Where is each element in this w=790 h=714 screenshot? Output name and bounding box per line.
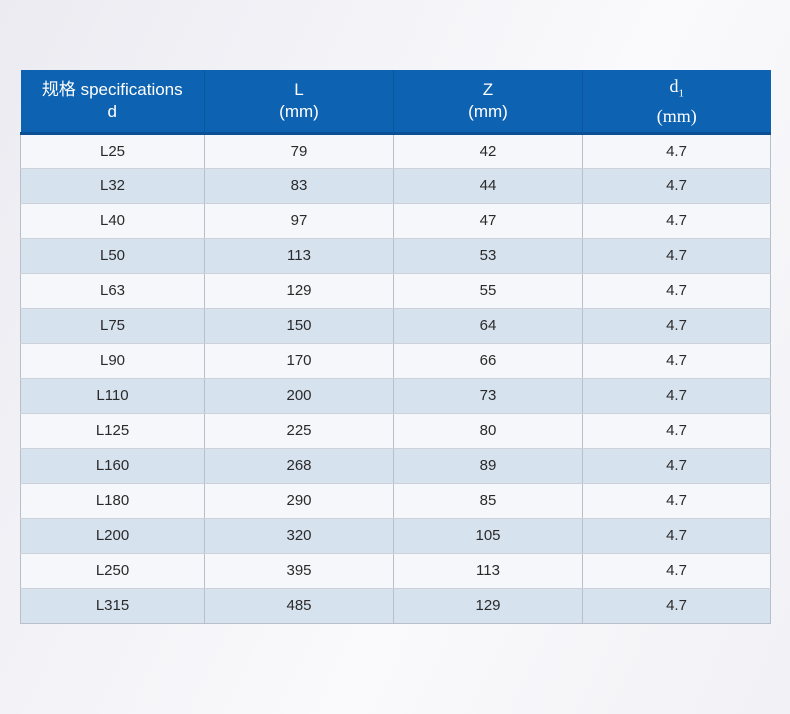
cell-Z: 44 — [393, 168, 583, 204]
col-header-L-line2: (mm) — [279, 101, 319, 121]
cell-d1: 4.7 — [582, 203, 771, 239]
cell-Z: 66 — [393, 343, 583, 379]
col-header-d1: d1 (mm) — [582, 70, 771, 135]
col-header-spec-line2: d — [107, 101, 117, 121]
table-row: L180 290 85 4.7 — [20, 483, 771, 519]
cell-L: 83 — [204, 168, 394, 204]
col-header-d1-symbol: d — [669, 75, 679, 96]
table-row: L110 200 73 4.7 — [20, 378, 771, 414]
table-row: L160 268 89 4.7 — [20, 448, 771, 484]
cell-spec: L110 — [20, 378, 205, 414]
cell-spec: L40 — [20, 203, 205, 239]
table-row: L90 170 66 4.7 — [20, 343, 771, 379]
cell-Z: 73 — [393, 378, 583, 414]
table-row: L250 395 113 4.7 — [20, 553, 771, 589]
cell-spec: L315 — [20, 588, 205, 624]
cell-L: 268 — [204, 448, 394, 484]
cell-d1: 4.7 — [582, 273, 771, 309]
cell-spec: L63 — [20, 273, 205, 309]
cell-spec: L160 — [20, 448, 205, 484]
col-header-d1-line1: d1 — [583, 75, 771, 105]
col-header-L: L (mm) — [204, 70, 394, 135]
cell-d1: 4.7 — [582, 553, 771, 589]
cell-d1: 4.7 — [582, 168, 771, 204]
cell-d1: 4.7 — [582, 238, 771, 274]
cell-Z: 113 — [393, 553, 583, 589]
header-row: 规格 specifications d L (mm) Z (mm) d1 (mm… — [20, 70, 771, 135]
table-row: L50 113 53 4.7 — [20, 238, 771, 274]
table-row: L75 150 64 4.7 — [20, 308, 771, 344]
cell-Z: 80 — [393, 413, 583, 449]
col-header-Z-line1: Z — [482, 79, 494, 99]
cell-Z: 64 — [393, 308, 583, 344]
cell-d1: 4.7 — [582, 448, 771, 484]
table-body: L25 79 42 4.7 L32 83 44 4.7 L40 97 47 4.7 L50 113 53 4.… — [20, 133, 771, 624]
cell-d1: 4.7 — [582, 308, 771, 344]
cell-L: 129 — [204, 273, 394, 309]
cell-L: 150 — [204, 308, 394, 344]
cell-L: 97 — [204, 203, 394, 239]
cell-L: 485 — [204, 588, 394, 624]
table-row: L40 97 47 4.7 — [20, 203, 771, 239]
table-row: L200 320 105 4.7 — [20, 518, 771, 554]
cell-d1: 4.7 — [582, 483, 771, 519]
col-header-d1-line2: (mm) — [656, 105, 697, 126]
cell-d1: 4.7 — [582, 413, 771, 449]
cell-d1: 4.7 — [582, 518, 771, 554]
table-row: L125 225 80 4.7 — [20, 413, 771, 449]
cell-spec: L25 — [20, 133, 205, 169]
cell-spec: L32 — [20, 168, 205, 204]
cell-Z: 55 — [393, 273, 583, 309]
cell-spec: L200 — [20, 518, 205, 554]
cell-Z: 53 — [393, 238, 583, 274]
cell-d1: 4.7 — [582, 343, 771, 379]
cell-d1: 4.7 — [582, 378, 771, 414]
cell-Z: 42 — [393, 133, 583, 169]
cell-d1: 4.7 — [582, 133, 771, 169]
cell-L: 395 — [204, 553, 394, 589]
cell-L: 290 — [204, 483, 394, 519]
cell-spec: L125 — [20, 413, 205, 449]
col-header-Z: Z (mm) — [393, 70, 583, 135]
table-row: L32 83 44 4.7 — [20, 168, 771, 204]
cell-d1: 4.7 — [582, 588, 771, 624]
col-header-L-line1: L — [294, 79, 304, 99]
cell-L: 170 — [204, 343, 394, 379]
cell-Z: 85 — [393, 483, 583, 519]
table-row: L63 129 55 4.7 — [20, 273, 771, 309]
table-row: L25 79 42 4.7 — [20, 133, 771, 169]
cell-spec: L75 — [20, 308, 205, 344]
cell-spec: L90 — [20, 343, 205, 379]
col-header-d1-subscript: 1 — [678, 87, 685, 100]
cell-Z: 89 — [393, 448, 583, 484]
cell-L: 113 — [204, 238, 394, 274]
cell-Z: 105 — [393, 518, 583, 554]
cell-Z: 47 — [393, 203, 583, 239]
spec-table: 规格 specifications d L (mm) Z (mm) d1 (mm… — [20, 70, 771, 624]
cell-L: 320 — [204, 518, 394, 554]
col-header-Z-line2: (mm) — [468, 101, 508, 121]
cell-Z: 129 — [393, 588, 583, 624]
cell-L: 79 — [204, 133, 394, 169]
table-row: L315 485 129 4.7 — [20, 588, 771, 624]
cell-spec: L50 — [20, 238, 205, 274]
cell-spec: L250 — [20, 553, 205, 589]
cell-L: 200 — [204, 378, 394, 414]
col-header-spec-line1: 规格 specifications — [41, 79, 183, 99]
cell-spec: L180 — [20, 483, 205, 519]
cell-L: 225 — [204, 413, 394, 449]
col-header-spec: 规格 specifications d — [20, 70, 205, 135]
